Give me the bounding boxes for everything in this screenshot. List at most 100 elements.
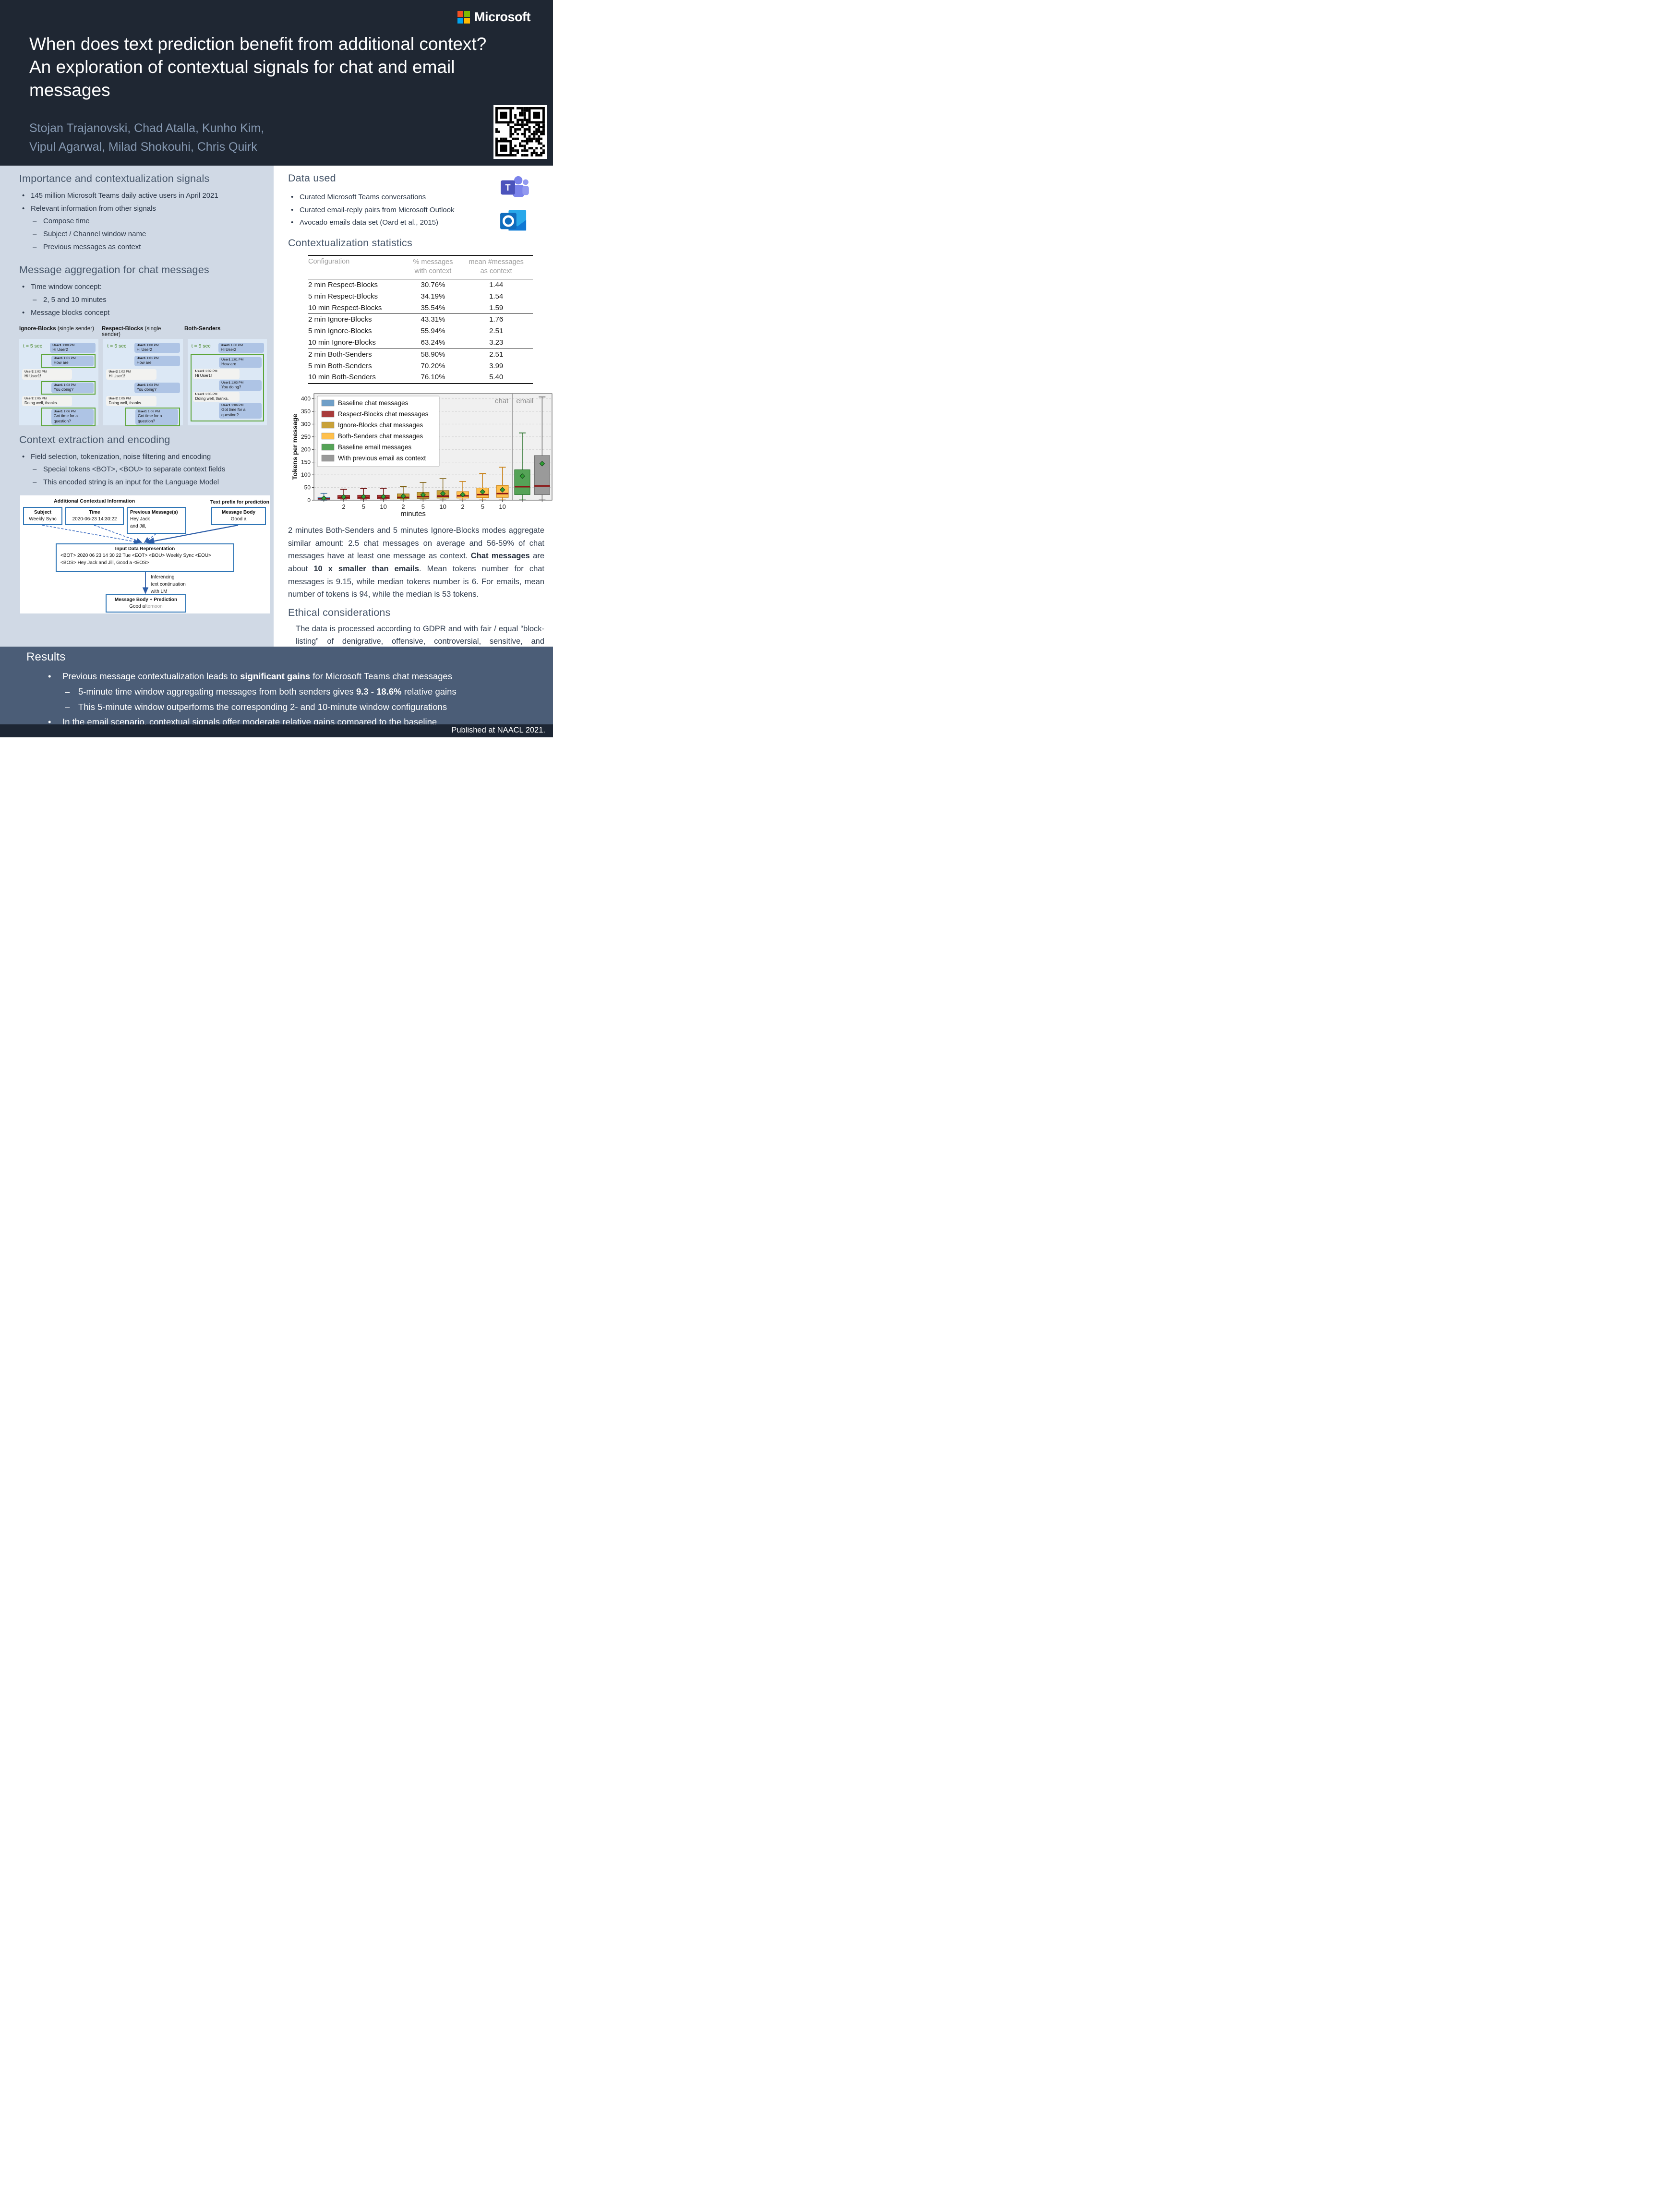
box-With previous email as context xyxy=(534,396,550,501)
poster-header: Microsoft When does text prediction bene… xyxy=(0,0,553,166)
diagram-respect-blocks: t = 5 sec User1 1:00 PM Hi User2 User1 1:… xyxy=(103,338,183,426)
table-row: 2 min Both-Senders 58.90% 2.51 xyxy=(308,350,504,359)
section-title-context-extraction: Context extraction and encoding xyxy=(19,433,170,445)
box-Ignore-Blocks chat messages xyxy=(436,478,449,501)
table-header-row: Configuration % messages with context mea… xyxy=(308,255,533,279)
poster-footer: Published at NAACL 2021. xyxy=(0,724,553,737)
svg-text:Baseline email messages: Baseline email messages xyxy=(338,444,411,451)
chat-bubble: User1 1:03 PM You doing? xyxy=(51,382,94,393)
sub-bullet: This encoded string is an input for the … xyxy=(19,476,267,489)
statistics-paragraph: 2 minutes Both-Senders and 5 minutes Ign… xyxy=(288,526,545,599)
context-green-box: User1 1:01 PM How are xyxy=(41,354,96,368)
context-green-box: User1 1:06 PM Got time for a question? xyxy=(41,408,96,426)
field-box-message-body: Message Body Good a xyxy=(211,506,266,525)
publication-note: Published at NAACL 2021. xyxy=(451,726,545,734)
authors-line1: Stojan Trajanovski, Chad Atalla, Kunho K… xyxy=(29,121,264,135)
sub-bullet: Previous messages as context xyxy=(19,241,267,254)
section-title-ethical: Ethical considerations xyxy=(288,607,391,619)
poster-authors: Stojan Trajanovski, Chad Atalla, Kunho K… xyxy=(29,119,264,156)
svg-text:10: 10 xyxy=(439,503,446,510)
table-row: 2 min Respect-Blocks 30.76% 1.44 xyxy=(308,281,504,289)
svg-text:100: 100 xyxy=(301,471,311,478)
sub-bullet: 2, 5 and 10 minutes xyxy=(19,294,267,307)
result-bullet: Previous message contextualization leads… xyxy=(0,669,553,684)
svg-text:email: email xyxy=(516,397,533,405)
sub-bullet: Subject / Channel window name xyxy=(19,228,267,241)
time-window-label: t = 5 sec xyxy=(191,343,211,349)
svg-text:chat: chat xyxy=(495,397,509,405)
context-green-box: User1 1:06 PM Got time for a question? xyxy=(125,408,180,426)
bullet: Relevant information from other signals xyxy=(19,203,267,216)
field-box-time: Time 2020-06-23 14:30:22 xyxy=(65,506,124,525)
box-Both-Senders chat messages xyxy=(476,473,489,501)
table-row: 5 min Ignore-Blocks 55.94% 2.51 xyxy=(308,327,504,336)
authors-line2: Vipul Agarwal, Milad Shokouhi, Chris Qui… xyxy=(29,140,257,154)
result-sub-bullet: This 5-minute window outperforms the cor… xyxy=(0,699,553,715)
section-title-aggregation: Message aggregation for chat messages xyxy=(19,264,209,276)
box-Respect-Blocks chat messages xyxy=(337,489,350,501)
label-text-prefix: Text prefix for prediction xyxy=(210,499,269,505)
left-column: Importance and contextualization signals… xyxy=(0,166,274,647)
bullet: Avocado emails data set (Oard et al., 20… xyxy=(288,216,547,229)
svg-text:Tokens per message: Tokens per message xyxy=(291,414,299,480)
table-row: 5 min Respect-Blocks 34.19% 1.54 xyxy=(308,292,504,301)
results-title: Results xyxy=(26,650,66,663)
section-title-data-used: Data used xyxy=(288,172,336,184)
col-mean-messages: mean #messages as context xyxy=(459,255,533,279)
box-Ignore-Blocks chat messages xyxy=(397,486,409,501)
box-Both-Senders chat messages xyxy=(496,467,509,501)
svg-text:0: 0 xyxy=(307,497,311,504)
svg-text:Ignore-Blocks chat messages: Ignore-Blocks chat messages xyxy=(338,421,423,429)
diagram-both-senders: t = 5 sec User1 1:00 PM Hi User2 User1 1:… xyxy=(187,338,267,425)
svg-text:350: 350 xyxy=(301,408,311,415)
bullet: Curated Microsoft Teams conversations xyxy=(288,191,547,204)
svg-text:2: 2 xyxy=(342,503,345,510)
bullet: Curated email-reply pairs from Microsoft… xyxy=(288,204,547,217)
box-Respect-Blocks chat messages xyxy=(377,488,390,501)
chat-bubble: User2 1:05 PM Doing well, thanks. xyxy=(106,396,156,407)
table-row: 10 min Ignore-Blocks 63.24% 3.23 xyxy=(308,337,533,349)
chat-bubble: User1 1:06 PM Got time for a question? xyxy=(219,403,262,419)
contextualization-stats-table: Configuration % messages with context mea… xyxy=(308,255,533,384)
microsoft-logo-text: Microsoft xyxy=(474,10,531,24)
right-column: Data used T Curated Microsoft Teams conv… xyxy=(274,166,553,659)
chat-bubble: User1 1:06 PM Got time for a question? xyxy=(135,409,178,425)
prediction-box: Message Body + Prediction Good afternoon xyxy=(106,594,186,613)
svg-text:2: 2 xyxy=(401,503,405,510)
input-representation-box: Input Data Representation <BOT> 2020 06 … xyxy=(56,543,234,572)
chat-bubble: User1 1:00 PM Hi User2 xyxy=(50,342,96,353)
qr-code xyxy=(493,105,547,159)
chat-bubble: User2 1:05 PM Doing well, thanks. xyxy=(192,391,240,402)
section-title-importance: Importance and contextualization signals xyxy=(19,173,210,184)
bullet: 145 million Microsoft Teams daily active… xyxy=(19,190,267,203)
diagram-titles: Ignore-Blocks (single sender) Respect-Bl… xyxy=(19,325,221,337)
chat-bubble: User1 1:00 PM Hi User2 xyxy=(134,342,180,353)
svg-text:With previous email as context: With previous email as context xyxy=(338,455,426,462)
chat-bubble: User2 1:05 PM Doing well, thanks. xyxy=(22,396,72,407)
qr-code-pattern xyxy=(495,107,545,156)
svg-text:50: 50 xyxy=(304,484,311,491)
box-Both-Senders chat messages xyxy=(457,481,469,501)
microsoft-logo-icon xyxy=(457,11,470,24)
box-Respect-Blocks chat messages xyxy=(357,488,370,501)
context-green-box-big: User1 1:01 PM How are User2 1:02 PM Hi Use… xyxy=(190,354,264,421)
boxplot-svg: 0 50 100 150 200 250 300 350 400 chat email 2 5 10 2 5 1… xyxy=(291,393,553,518)
context-extraction-bullets: Field selection, tokenization, noise fil… xyxy=(19,451,267,489)
microsoft-logo: Microsoft xyxy=(457,10,531,24)
field-box-previous-messages: Previous Message(s) Hey Jack and Jill, xyxy=(127,506,186,534)
svg-text:300: 300 xyxy=(301,421,311,427)
chat-bubble: User1 1:01 PM How are xyxy=(219,357,262,368)
aggregation-bullets: Time window concept: 2, 5 and 10 minutes… xyxy=(19,281,267,319)
svg-text:Both-Senders chat messages: Both-Senders chat messages xyxy=(338,433,423,440)
svg-text:10: 10 xyxy=(499,503,505,510)
svg-text:Baseline chat messages: Baseline chat messages xyxy=(338,399,409,407)
col-pct-messages: % messages with context xyxy=(406,255,460,279)
field-box-subject: Subject Weekly Sync xyxy=(23,506,62,525)
time-window-label: t = 5 sec xyxy=(23,343,42,349)
table-row: 10 min Respect-Blocks 35.54% 1.59 xyxy=(308,302,533,314)
chat-diagrams: t = 5 sec User1 1:00 PM Hi User2 User1 1:… xyxy=(19,338,267,426)
table-row: 10 min Both-Senders 76.10% 5.40 xyxy=(308,373,504,382)
svg-text:T: T xyxy=(505,182,510,192)
chat-bubble: User2 1:02 PM Hi User1! xyxy=(22,369,72,380)
sub-bullet: Special tokens <BOT>, <BOU> to separate … xyxy=(19,463,267,476)
